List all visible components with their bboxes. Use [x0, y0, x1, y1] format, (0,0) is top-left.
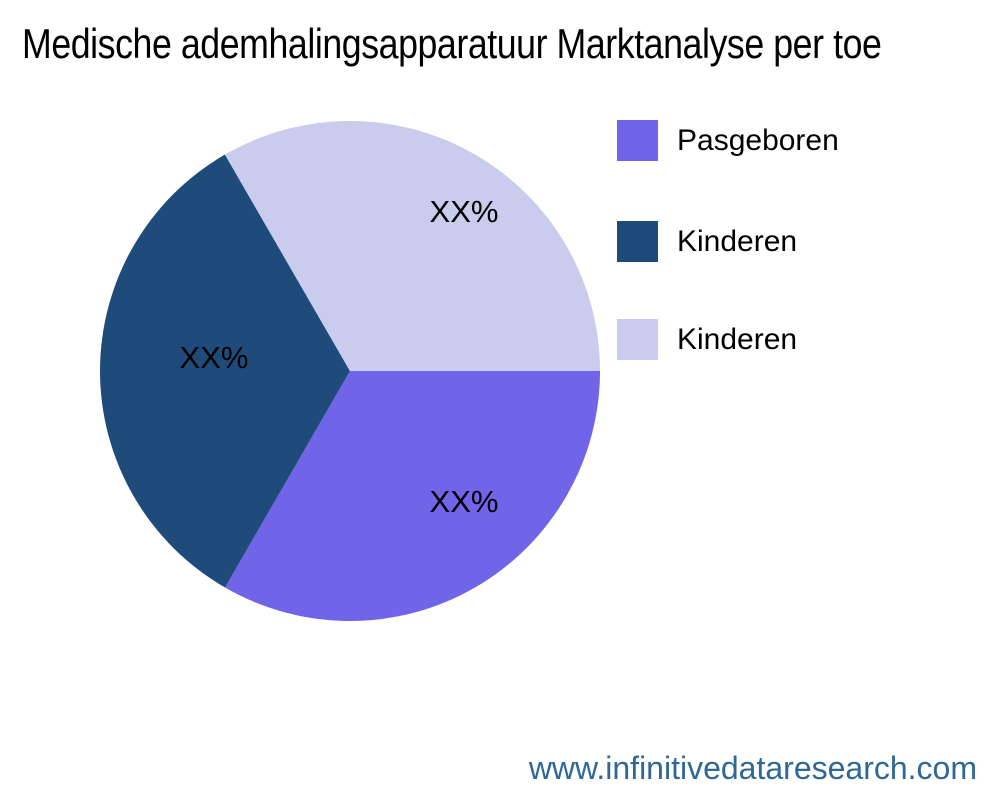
page-title: Medische ademhalingsapparatuur Marktanal… — [22, 20, 882, 67]
legend-item-label: Pasgeboren — [677, 123, 839, 157]
legend-color-swatch — [617, 319, 658, 360]
website-link[interactable]: www.infinitivedataresearch.com — [528, 750, 977, 786]
pie-slice-label-2: XX% — [429, 194, 499, 229]
legend-item-label: Kinderen — [677, 322, 798, 356]
pie-slice-label-0: XX% — [429, 484, 499, 519]
legend: Pasgeboren Kinderen Kinderen — [617, 120, 977, 380]
pie-slice-kinderen-2 — [224, 121, 600, 371]
pie-slice-label-1: XX% — [179, 340, 249, 375]
pie-slice-pasgeboren-0 — [225, 371, 601, 621]
legend-color-swatch — [617, 221, 658, 262]
legend-item-pasgeboren-0: Pasgeboren — [617, 120, 839, 161]
pie-slice-kinderen-1 — [100, 154, 351, 588]
legend-item-label: Kinderen — [677, 224, 798, 258]
legend-color-swatch — [617, 120, 658, 161]
legend-item-kinderen-1: Kinderen — [617, 221, 797, 262]
legend-item-kinderen-2: Kinderen — [617, 319, 797, 360]
